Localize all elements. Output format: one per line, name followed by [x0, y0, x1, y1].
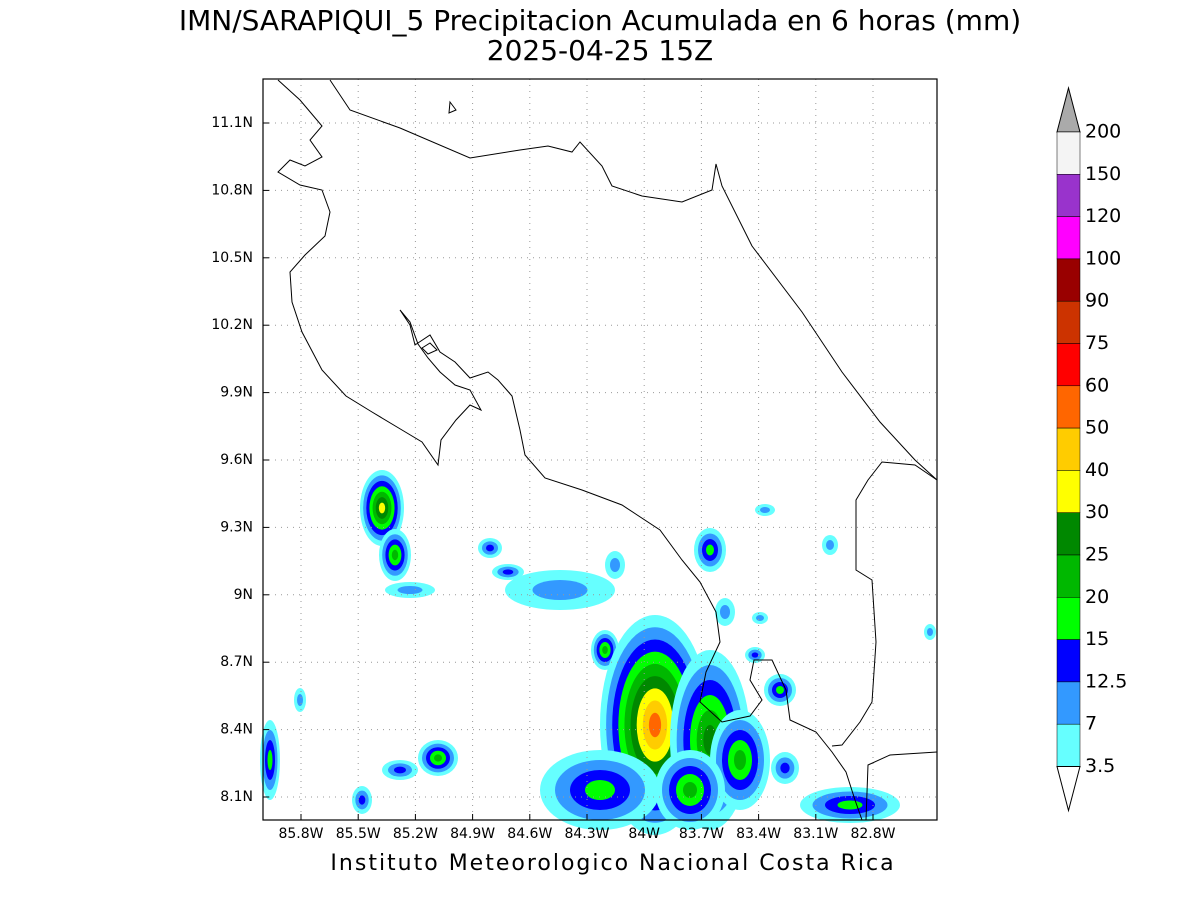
colorbar-box	[1056, 216, 1081, 260]
precip-contour	[610, 558, 620, 572]
lat-tick-label: 10.2N	[211, 317, 253, 333]
colorbar-label: 150	[1085, 163, 1121, 185]
colorbar-label: 12.5	[1085, 670, 1127, 692]
colorbar-label: 200	[1085, 121, 1121, 143]
colorbar-label: 50	[1085, 417, 1109, 439]
map-frame	[262, 78, 938, 821]
lon-tick-label: 83.4W	[736, 826, 781, 842]
precip-contour	[486, 544, 494, 552]
precip-contour	[394, 766, 406, 774]
colorbar-box	[1056, 385, 1081, 429]
precip-contour	[760, 507, 770, 513]
pacific-coast	[277, 79, 863, 821]
lon-tick-label: 84.3W	[564, 826, 609, 842]
precip-contour	[927, 628, 933, 636]
precip-contour	[776, 686, 784, 694]
precip-contour	[297, 694, 303, 706]
precip-contour	[502, 569, 514, 575]
lat-tick-label: 10.8N	[211, 182, 253, 198]
colorbar-label: 120	[1085, 205, 1121, 227]
colorbar-label: 25	[1085, 544, 1109, 566]
lon-tick-label: 84.9W	[450, 826, 495, 842]
precip-contour	[756, 615, 764, 621]
colorbar-box	[1056, 427, 1081, 471]
precip-contour	[683, 782, 697, 798]
lat-tick-label: 10.5N	[211, 250, 253, 266]
lon-tick-label: 85.2W	[393, 826, 438, 842]
precip-contour	[585, 780, 615, 800]
colorbar-box	[1056, 300, 1081, 344]
colorbar-box	[1056, 131, 1081, 175]
colorbar-label: 30	[1085, 501, 1109, 523]
colorbar-label: 90	[1085, 290, 1109, 312]
colorbar-box	[1056, 597, 1081, 640]
lon-tick-label: 83.7W	[679, 826, 724, 842]
precip-contour	[378, 502, 386, 514]
precip-contour	[720, 605, 730, 619]
precip-contour	[602, 646, 608, 654]
precip-contour	[826, 540, 834, 550]
lon-tick-label: 83.1W	[793, 826, 838, 842]
precip-contour	[734, 750, 746, 770]
coastlines	[277, 79, 938, 821]
lon-tick-label: 84W	[628, 826, 660, 842]
axis-labels: 11.1N 10.8N 10.5N 10.2N 9.9N 9.6N 9.3N 9N 8.7N 8.…	[211, 115, 895, 842]
lat-tick-label: 9.6N	[220, 452, 253, 468]
colorbar-label: 15	[1085, 628, 1109, 650]
colorbar-label: 40	[1085, 459, 1109, 481]
colorbar-label: 100	[1085, 247, 1121, 269]
islands	[421, 100, 457, 355]
colorbar-box	[1056, 554, 1081, 598]
lat-tick-label: 8.7N	[220, 654, 253, 670]
precipitation-field	[260, 470, 936, 835]
subtitle: 2025-04-25 15Z	[487, 34, 713, 67]
precip-contour	[434, 754, 442, 762]
lon-tick-label: 82.8W	[850, 826, 895, 842]
colorbar-label: 75	[1085, 332, 1109, 354]
colorbar-box	[1056, 343, 1081, 387]
title: IMN/SARAPIQUI_5 Precipitacion Acumulada …	[179, 4, 1021, 37]
colorbar-box	[1056, 681, 1081, 725]
precip-contour	[397, 586, 423, 594]
precip-contour	[648, 712, 662, 738]
precip-contour	[358, 795, 366, 805]
precip-contour	[267, 750, 273, 770]
lat-tick-label: 9.9N	[220, 385, 253, 401]
lat-tick-label: 8.1N	[220, 789, 253, 805]
colorbar-label: 60	[1085, 374, 1109, 396]
colorbar-label: 20	[1085, 586, 1109, 608]
precip-contour	[837, 800, 863, 810]
colorbar-box	[1056, 174, 1081, 217]
colorbar-box	[1056, 512, 1081, 556]
colorbar-over	[1056, 86, 1081, 133]
colorbar-box	[1056, 639, 1081, 683]
colorbar-under	[1056, 766, 1081, 813]
lon-tick-label: 84.6W	[507, 826, 552, 842]
precip-contour	[780, 762, 790, 774]
lat-tick-label: 8.4N	[220, 722, 253, 738]
lon-tick-label: 85.8W	[278, 826, 323, 842]
colorbar-label: 3.5	[1085, 755, 1115, 777]
lat-tick-label: 9N	[234, 587, 253, 603]
colorbar-box	[1056, 723, 1081, 767]
caribbean-coast-and-border	[329, 79, 938, 481]
precip-contour	[391, 549, 399, 561]
colorbar-box	[1056, 470, 1081, 513]
lat-tick-label: 11.1N	[211, 115, 253, 131]
colorbar: 200 150 120 100 90 75 60 50 40 30 25 20 15 12.5 7 3.5	[1056, 86, 1127, 813]
colorbar-label: 7	[1085, 713, 1097, 735]
precip-contour	[751, 652, 759, 658]
lat-tick-label: 9.3N	[220, 519, 253, 535]
colorbar-box	[1056, 258, 1081, 302]
footer: Instituto Meteorologico Nacional Costa R…	[330, 851, 895, 876]
lon-tick-label: 85.5W	[336, 826, 381, 842]
precip-contour	[706, 544, 714, 556]
panama-border	[831, 461, 938, 821]
precip-contour	[532, 580, 588, 600]
grid	[263, 79, 937, 820]
